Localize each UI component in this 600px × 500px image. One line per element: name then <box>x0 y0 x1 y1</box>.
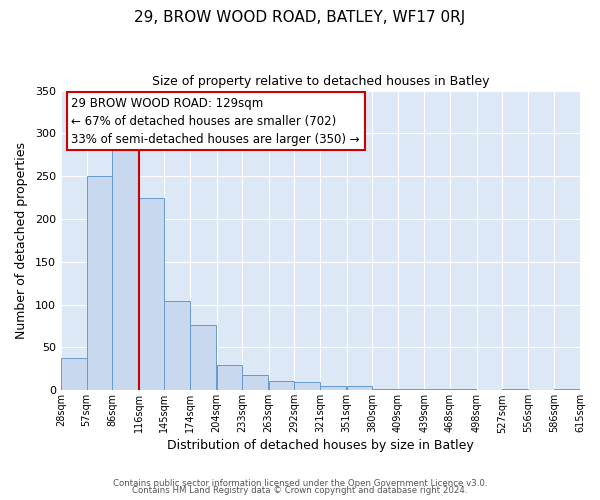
Text: 29 BROW WOOD ROAD: 129sqm
← 67% of detached houses are smaller (702)
33% of semi: 29 BROW WOOD ROAD: 129sqm ← 67% of detac… <box>71 96 360 146</box>
Bar <box>139 198 164 390</box>
Y-axis label: Number of detached properties: Number of detached properties <box>15 142 28 339</box>
Text: Contains public sector information licensed under the Open Government Licence v3: Contains public sector information licen… <box>113 478 487 488</box>
Text: Contains HM Land Registry data © Crown copyright and database right 2024.: Contains HM Land Registry data © Crown c… <box>132 486 468 495</box>
Bar <box>164 301 190 390</box>
Text: 29, BROW WOOD ROAD, BATLEY, WF17 0RJ: 29, BROW WOOD ROAD, BATLEY, WF17 0RJ <box>134 10 466 25</box>
Bar <box>190 325 215 390</box>
Bar <box>372 388 398 390</box>
Bar <box>242 375 268 390</box>
Bar <box>61 358 86 390</box>
X-axis label: Distribution of detached houses by size in Batley: Distribution of detached houses by size … <box>167 440 474 452</box>
Bar <box>112 140 138 390</box>
Bar <box>554 388 580 390</box>
Bar <box>347 386 372 390</box>
Bar <box>320 386 346 390</box>
Bar <box>295 382 320 390</box>
Bar <box>269 381 295 390</box>
Bar <box>217 366 242 390</box>
Title: Size of property relative to detached houses in Batley: Size of property relative to detached ho… <box>152 75 489 88</box>
Bar <box>86 176 112 390</box>
